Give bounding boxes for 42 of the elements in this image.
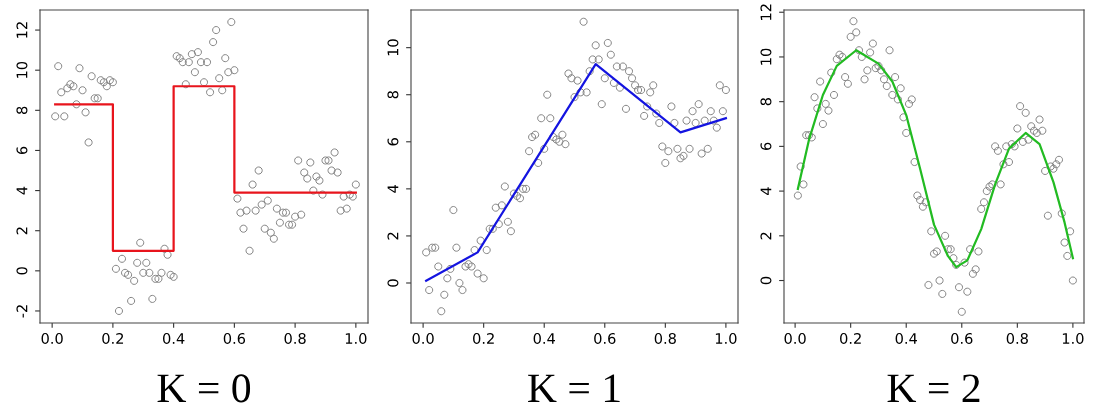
x-tick-label: 0.4 — [895, 332, 917, 345]
x-tick-label: 0.8 — [654, 332, 676, 345]
x-tick-label: 0.2 — [840, 332, 861, 345]
y-tick-label: 8 — [387, 91, 399, 99]
x-tick-label: 1.0 — [1062, 332, 1084, 345]
y-tick-label: 6 — [16, 146, 28, 155]
y-tick-label: -2 — [16, 305, 28, 318]
x-tick-label: 1.0 — [345, 332, 367, 345]
x-tick-label: 1.0 — [715, 332, 737, 345]
x-tick-label: 0.8 — [1006, 332, 1028, 345]
y-tick-label: 6 — [387, 138, 399, 146]
x-tick-label: 0.6 — [594, 332, 616, 345]
x-tick-label: 0.6 — [951, 332, 973, 345]
y-tick-label: 0 — [16, 267, 28, 275]
text: K = 1 — [528, 374, 620, 402]
y-tick-label: 4 — [16, 186, 28, 195]
x-tick-label: 0.0 — [41, 332, 63, 345]
y-tick-label: 0 — [760, 276, 772, 285]
y-tick-label: 10 — [16, 61, 28, 78]
x-tick-label: 0.6 — [223, 332, 246, 345]
text: K = 0 — [157, 374, 251, 403]
text: K = 2 — [887, 374, 980, 402]
y-tick-label: 2 — [16, 227, 28, 235]
y-tick-label: 4 — [387, 185, 399, 193]
y-tick-label: 8 — [16, 106, 28, 114]
y-tick-label: 12 — [760, 4, 772, 20]
x-tick-label: 0.2 — [102, 332, 124, 345]
x-tick-label: 0.0 — [412, 332, 434, 345]
y-tick-label: 2 — [387, 232, 399, 240]
x-tick-label: 0.4 — [533, 332, 555, 345]
y-tick-label: 8 — [760, 98, 772, 106]
y-tick-label: 6 — [760, 142, 772, 150]
y-tick-label: 4 — [760, 187, 772, 196]
y-tick-label: 10 — [387, 39, 399, 56]
x-tick-label: 0.8 — [284, 332, 306, 345]
x-tick-label: 0.4 — [163, 332, 185, 345]
y-tick-label: 10 — [760, 48, 772, 65]
x-tick-label: 0.0 — [784, 332, 806, 345]
x-tick-label: 0.2 — [473, 332, 494, 345]
y-tick-label: 2 — [760, 232, 772, 240]
y-tick-label: 12 — [16, 22, 28, 38]
y-tick-label: 0 — [387, 279, 399, 287]
